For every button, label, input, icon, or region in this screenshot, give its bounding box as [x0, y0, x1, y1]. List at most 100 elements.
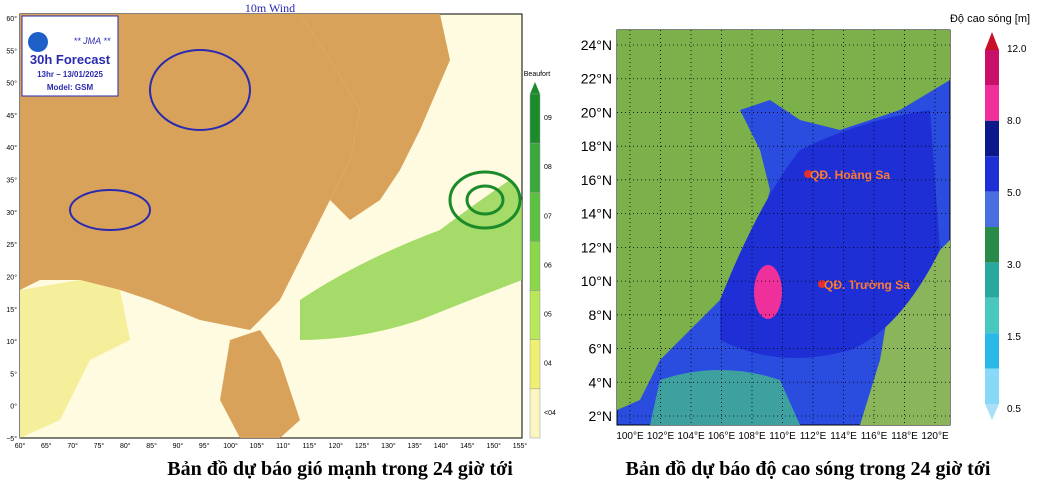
colorbar-title: Độ cao sóng [m] [950, 13, 1030, 25]
lat-label: 25° [6, 241, 17, 249]
colorbar-label: 08 [544, 164, 552, 171]
colorbar-label: 12.0 [1007, 44, 1027, 55]
lat-label: 16°N [581, 172, 612, 188]
strong-wind-zone [300, 180, 522, 340]
land [860, 240, 950, 425]
colorbar-label: 09 [544, 115, 552, 122]
lat-label: 30° [6, 209, 17, 217]
colorbar-segment [529, 339, 541, 390]
lon-label: 140° [434, 442, 449, 450]
colorbar-segment [985, 85, 999, 121]
lon-label: 110°E [769, 431, 796, 442]
lon-label: 70° [67, 442, 78, 450]
lon-label: 100° [223, 442, 238, 450]
lon-label: 112°E [800, 431, 827, 442]
annotation: QĐ. Trường Sa [824, 278, 910, 292]
lon-label: 105° [250, 442, 265, 450]
colorbar-segment [529, 142, 541, 193]
lon-label: 90° [173, 442, 184, 450]
colorbar-arrow [985, 404, 999, 420]
colorbar-segment [529, 93, 541, 144]
lat-label: 6°N [589, 341, 613, 357]
lon-label: 120°E [921, 431, 949, 442]
colorbar-arrow [985, 32, 999, 50]
low-pressure [448, 170, 522, 230]
lat-label: 20°N [581, 104, 612, 120]
legend-box [21, 15, 119, 97]
lon-label: 104°E [677, 431, 705, 442]
colorbar-segment [985, 227, 999, 263]
lon-label: 115° [302, 442, 316, 450]
lon-label: 114°E [830, 431, 857, 442]
colorbar-title: Beaufort [524, 71, 551, 78]
colorbar: 12.0 8.0 5.0 3.0 1.5 0.5 [985, 32, 1027, 420]
lon-label: 95° [199, 442, 210, 450]
lat-label: 60° [6, 15, 17, 23]
jma-logo [28, 32, 48, 52]
wave-zone [650, 370, 800, 425]
lon-label: 135° [407, 442, 422, 450]
lat-label: −5° [6, 435, 17, 443]
colorbar-segment [529, 388, 541, 439]
colorbar-segment [529, 290, 541, 340]
colorbar-label: 0.5 [1007, 404, 1021, 415]
lat-label: 0° [10, 403, 17, 411]
colorbar-label: 8.0 [1007, 116, 1021, 127]
lon-label: 130° [381, 442, 396, 450]
lat-label: 24°N [581, 37, 612, 53]
lat-label: 40° [6, 144, 17, 152]
colorbar-segment [985, 333, 999, 369]
lat-label: 50° [6, 80, 17, 88]
lon-label: 75° [94, 442, 105, 450]
lon-label: 65° [41, 442, 52, 450]
colorbar-segment [529, 241, 541, 291]
land [300, 14, 450, 220]
lon-label: 150° [486, 442, 501, 450]
forecast-time: 13hr – 13/01/2025 [37, 70, 103, 79]
map-title: 10m Wind [245, 1, 295, 15]
lat-label: 5° [10, 370, 17, 378]
colorbar-segment [985, 262, 999, 298]
colorbar-segment [529, 192, 541, 242]
colorbar-segment [985, 50, 999, 86]
lon-label: 102°E [647, 431, 675, 442]
lon-label: 155° [513, 442, 528, 450]
lon-label: 85° [146, 442, 157, 450]
colorbar-label: 05 [544, 312, 552, 319]
lat-label: 2°N [589, 408, 613, 424]
wave-zone [754, 265, 782, 319]
island-marker [804, 170, 812, 178]
lon-label: 145° [460, 442, 475, 450]
agency: ** JMA ** [74, 36, 111, 46]
lat-label: 10°N [581, 273, 612, 289]
lon-label: 60° [15, 442, 26, 450]
land [220, 330, 300, 438]
land [20, 280, 130, 438]
lat-label: 8°N [589, 307, 613, 323]
lat-label: 15° [6, 306, 17, 314]
lat-label: 14°N [581, 206, 612, 222]
caption: Bản đồ dự báo độ cao sóng trong 24 giờ t… [626, 458, 991, 480]
lat-label: 20° [6, 273, 17, 281]
colorbar-label: 3.0 [1007, 260, 1021, 271]
lat-label: 10° [6, 338, 17, 346]
land [617, 30, 950, 410]
lat-label: 18°N [581, 138, 612, 154]
lon-label: 100°E [616, 431, 644, 442]
colorbar-segment [985, 368, 999, 404]
colorbar-segment [985, 120, 999, 157]
isobar [69, 189, 151, 231]
lat-label: 55° [6, 47, 17, 55]
lon-label: 120° [329, 442, 344, 450]
lat-label: 4°N [589, 374, 613, 390]
lat-label: 22°N [581, 71, 612, 87]
model: Model: GSM [47, 83, 94, 92]
wind-map: ** JMA ** 30h Forecast 13hr – 13/01/2025… [19, 1, 556, 439]
lon-label: 116°E [861, 431, 888, 442]
colorbar-label: 1.5 [1007, 332, 1021, 343]
lon-label: 108°E [738, 431, 766, 442]
colorbar-label: 04 [544, 361, 552, 368]
colorbar-segment [985, 297, 999, 334]
colorbar-arrow [530, 82, 540, 94]
